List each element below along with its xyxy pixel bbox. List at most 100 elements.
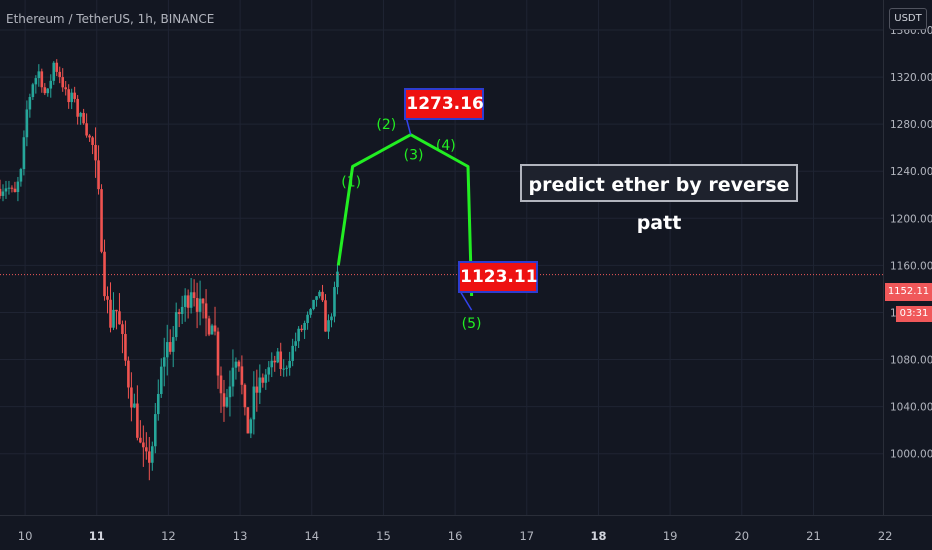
- x-tick-label: 21: [806, 529, 821, 543]
- x-axis: 10 11 12 13 14 15 16 17 18 19 20 21 22: [0, 515, 932, 550]
- current-price-label: 1152.11: [885, 283, 932, 301]
- candle-body: [210, 325, 214, 335]
- prediction-note: predict ether by reverse patt: [520, 164, 798, 234]
- price-tag-high: 1273.16: [404, 88, 485, 121]
- candle-body: [49, 80, 53, 89]
- candle-body: [195, 298, 199, 312]
- candle-body: [186, 295, 190, 308]
- candle-body: [228, 386, 232, 398]
- x-tick-label: 11: [89, 529, 105, 543]
- candle-body: [130, 387, 133, 408]
- candle-body: [306, 314, 309, 323]
- pattern-label: (3): [404, 147, 424, 163]
- candle-body: [267, 367, 271, 375]
- candle-body: [115, 309, 118, 312]
- pattern-label: (1): [341, 175, 361, 191]
- candle-body: [13, 188, 17, 193]
- price-tag-low: 1123.11: [458, 261, 539, 294]
- candle-body: [10, 187, 14, 189]
- candle-body: [58, 71, 62, 78]
- candle-body: [243, 384, 247, 408]
- candle-body: [100, 189, 103, 252]
- candle-body: [133, 403, 136, 408]
- candle-body: [112, 309, 115, 328]
- candle-body: [7, 187, 11, 189]
- candle-body: [37, 71, 41, 79]
- candle-body: [165, 342, 169, 358]
- candle-body: [207, 318, 211, 335]
- candle-body: [97, 160, 100, 190]
- candle-body: [159, 366, 163, 394]
- candle-body: [219, 375, 223, 394]
- currency-button[interactable]: USDT: [889, 8, 927, 30]
- candle-body: [255, 386, 259, 393]
- candle-body: [279, 351, 283, 370]
- pattern-label: (4): [436, 138, 456, 154]
- candle-body: [222, 393, 226, 407]
- pattern-label: (2): [376, 117, 396, 133]
- candle-body: [312, 299, 315, 310]
- candle-body: [336, 271, 339, 288]
- x-tick-label: 19: [663, 529, 678, 543]
- x-tick-label: 17: [519, 529, 534, 543]
- candle-body: [303, 322, 306, 331]
- candle-body: [148, 451, 151, 463]
- candle-countdown: 03:31: [896, 306, 932, 322]
- candle-body: [139, 437, 142, 443]
- candle-body: [106, 296, 109, 300]
- candle-body: [309, 309, 312, 315]
- candle-body: [94, 144, 97, 161]
- pattern-overlay: (1) (2) (3) (4) (5): [0, 117, 883, 332]
- candle-body: [151, 446, 154, 463]
- candle-body: [82, 112, 85, 124]
- candle-body: [118, 311, 121, 325]
- x-tick-label: 18: [590, 529, 606, 543]
- candle-body: [300, 328, 303, 331]
- candle-body: [168, 342, 172, 352]
- candle-body: [324, 300, 327, 332]
- candle-body: [109, 299, 112, 328]
- candle-body: [88, 135, 91, 138]
- candle-body: [198, 298, 202, 312]
- candle-body: [136, 403, 139, 438]
- candle-body: [177, 312, 181, 314]
- candle-body: [270, 360, 274, 368]
- candle-body: [330, 316, 333, 321]
- y-tick-label: 1320.00: [890, 72, 932, 84]
- candle-body: [55, 62, 59, 72]
- candle-body: [321, 291, 324, 301]
- candle-body: [171, 337, 175, 352]
- candle-body: [297, 328, 300, 342]
- candle-body: [246, 407, 250, 434]
- chart-grid: [0, 0, 886, 515]
- x-tick-label: 12: [161, 529, 176, 543]
- candle-body: [258, 377, 262, 393]
- x-tick-label: 15: [376, 529, 391, 543]
- candle-body: [327, 320, 330, 332]
- candle-body: [43, 87, 47, 94]
- symbol-title[interactable]: Ethereum / TetherUS, 1h, BINANCE: [6, 12, 215, 26]
- candle-body: [28, 97, 32, 110]
- y-tick-label: 1000.00: [890, 449, 932, 461]
- y-tick-label: 1280.00: [890, 119, 932, 131]
- candle-body: [291, 345, 294, 361]
- candle-body: [285, 367, 288, 369]
- annotation-leader: [405, 117, 412, 135]
- y-tick-label: 1240.00: [890, 166, 932, 178]
- candle-body: [282, 368, 286, 370]
- candle-body: [64, 87, 67, 90]
- y-tick-label: 1200.00: [890, 213, 932, 225]
- candle-body: [40, 71, 44, 88]
- candle-body: [1, 191, 5, 196]
- pattern-label: (5): [462, 316, 482, 332]
- candle-body: [91, 137, 94, 145]
- annotation-leader: [459, 290, 473, 311]
- candle-body: [103, 251, 106, 297]
- candle-body: [0, 188, 2, 196]
- candle-body: [70, 92, 73, 103]
- candle-body: [237, 361, 241, 367]
- x-tick-label: 16: [448, 529, 463, 543]
- candle-body: [231, 367, 235, 387]
- candle-body: [261, 377, 265, 383]
- candle-body: [145, 447, 148, 452]
